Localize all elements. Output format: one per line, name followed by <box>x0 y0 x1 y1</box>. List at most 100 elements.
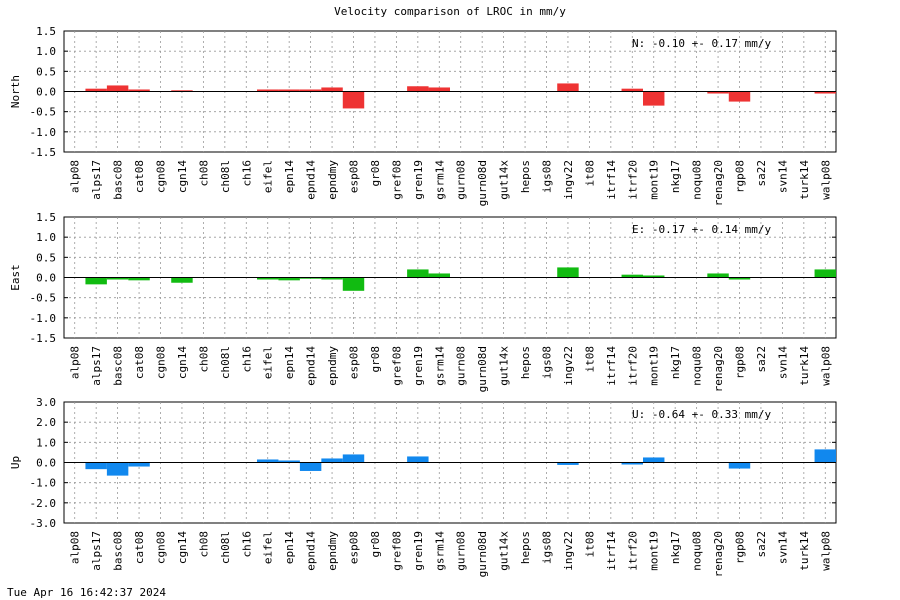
bar-cat08 <box>128 462 150 467</box>
bar-epn14 <box>278 89 300 92</box>
x-tick-label: ch08 <box>197 531 210 558</box>
x-tick-label: gut14x <box>498 531 511 571</box>
y-tick-label: 0.5 <box>36 65 56 78</box>
y-axis-label: East <box>9 264 22 291</box>
x-tick-label: alps17 <box>90 160 103 200</box>
stats-annotation: U: -0.64 +- 0.33 mm/y <box>632 408 771 421</box>
x-tick-label: walp08 <box>819 346 832 386</box>
y-tick-label: 0.0 <box>36 272 56 285</box>
x-tick-label: gurn08 <box>455 531 468 571</box>
bar-gsrm14 <box>428 87 450 92</box>
x-tick-label: alp08 <box>69 160 82 193</box>
y-tick-label: -1.0 <box>30 126 57 139</box>
stats-annotation: N: -0.10 +- 0.17 mm/y <box>632 37 771 50</box>
bar-basc08 <box>106 462 129 476</box>
x-tick-label: gut14x <box>498 346 511 386</box>
x-tick-label: it08 <box>583 160 596 187</box>
y-tick-label: -1.5 <box>30 332 57 345</box>
x-tick-label: itrf14 <box>605 160 618 200</box>
x-tick-label: rgp08 <box>734 160 747 193</box>
x-tick-label: ch16 <box>240 160 253 187</box>
bar-gren19 <box>407 86 429 92</box>
x-tick-label: gr08 <box>369 346 382 373</box>
bar-rgp08 <box>728 91 751 102</box>
y-tick-label: 3.0 <box>36 396 56 409</box>
x-tick-label: gurn08 <box>455 346 468 386</box>
x-tick-label: gref08 <box>390 160 403 200</box>
y-tick-label: -1.0 <box>30 312 57 325</box>
x-tick-label: ch08 <box>197 160 210 187</box>
bar-alps17 <box>85 277 107 285</box>
x-tick-label: igs08 <box>541 531 554 564</box>
x-tick-label: eifel <box>262 160 275 193</box>
x-tick-label: itrf14 <box>605 346 618 386</box>
x-tick-label: epnd14 <box>305 531 318 571</box>
bar-renag20 <box>707 91 729 94</box>
x-tick-label: epn14 <box>283 531 296 564</box>
x-tick-label: basc08 <box>112 346 125 386</box>
x-tick-label: cat08 <box>133 346 146 379</box>
y-tick-label: -1.0 <box>30 477 57 490</box>
x-tick-label: igs08 <box>541 346 554 379</box>
y-tick-label: -1.5 <box>30 146 57 159</box>
x-tick-label: eifel <box>262 531 275 564</box>
x-tick-label: esp08 <box>348 531 361 564</box>
x-tick-label: sa22 <box>755 346 768 373</box>
x-tick-label: renag20 <box>712 160 725 206</box>
x-tick-label: itrf20 <box>626 346 639 386</box>
bar-epndmy <box>321 87 343 92</box>
x-tick-label: walp08 <box>819 160 832 200</box>
bar-rgp08 <box>728 277 751 280</box>
bar-walp08 <box>814 449 836 463</box>
x-tick-label: turk14 <box>798 346 811 386</box>
bar-cat08 <box>128 277 150 281</box>
x-tick-label: gr08 <box>369 531 382 558</box>
bar-esp08 <box>342 91 365 109</box>
x-tick-label: nkg17 <box>669 531 682 564</box>
x-tick-label: epndmy <box>326 531 339 571</box>
x-tick-label: cgn08 <box>155 346 168 379</box>
x-tick-label: epndmy <box>326 160 339 200</box>
x-tick-label: mont19 <box>648 160 661 200</box>
x-tick-label: turk14 <box>798 160 811 200</box>
bar-ingv22 <box>557 462 579 465</box>
y-tick-label: -3.0 <box>30 517 57 530</box>
x-tick-label: cat08 <box>133 531 146 564</box>
y-tick-label: 0.0 <box>36 86 56 99</box>
bar-renag20 <box>707 273 729 278</box>
x-tick-label: mont19 <box>648 531 661 571</box>
bar-walp08 <box>814 91 836 94</box>
x-tick-label: gurn08d <box>476 531 489 577</box>
y-tick-label: 0.0 <box>36 457 56 470</box>
x-tick-label: svn14 <box>776 160 789 193</box>
x-tick-label: walp08 <box>819 531 832 571</box>
x-tick-label: cgn14 <box>176 346 189 379</box>
bar-basc08 <box>106 85 129 92</box>
bar-cat08 <box>128 89 150 92</box>
timestamp: Tue Apr 16 16:42:37 2024 <box>7 586 166 599</box>
bar-gren19 <box>407 269 429 278</box>
bar-epn14 <box>278 460 300 463</box>
x-tick-label: nkg17 <box>669 346 682 379</box>
x-tick-label: gref08 <box>390 346 403 386</box>
x-tick-label: hepos <box>519 531 532 564</box>
y-tick-label: 1.0 <box>36 436 56 449</box>
bar-cgn14 <box>171 90 193 92</box>
bar-eifel <box>257 277 279 280</box>
bar-epndmy <box>321 277 343 280</box>
x-tick-label: epn14 <box>283 346 296 379</box>
x-tick-label: it08 <box>583 346 596 373</box>
x-tick-label: gsrm14 <box>433 160 446 200</box>
y-tick-label: 1.0 <box>36 231 56 244</box>
bar-alps17 <box>85 462 107 470</box>
x-tick-label: alps17 <box>90 531 103 571</box>
x-tick-label: ch08l <box>219 160 232 193</box>
bar-esp08 <box>342 454 365 463</box>
x-tick-label: alps17 <box>90 346 103 386</box>
x-tick-label: it08 <box>583 531 596 558</box>
bar-mont19 <box>643 275 665 278</box>
x-tick-label: gurn08 <box>455 160 468 200</box>
x-tick-label: ingv22 <box>562 160 575 200</box>
bar-ingv22 <box>557 267 579 278</box>
y-tick-label: -2.0 <box>30 497 57 510</box>
